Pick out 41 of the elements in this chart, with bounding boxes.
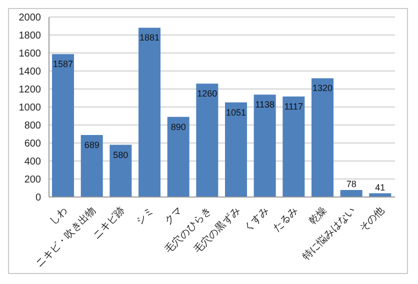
y-tick-label: 2000: [18, 12, 42, 24]
bar: [340, 190, 362, 197]
data-label: 890: [170, 122, 186, 132]
bar: [80, 134, 103, 197]
x-tick-label: 乾燥: [306, 204, 330, 228]
x-tick-label: しわ: [48, 205, 70, 228]
data-label: 1260: [197, 88, 218, 99]
y-tick-label: 1000: [18, 102, 42, 114]
bar: [167, 116, 190, 197]
data-label: 1051: [226, 107, 246, 118]
y-tick-label: 1400: [18, 66, 42, 78]
y-tick-label: 600: [24, 138, 42, 150]
data-label: 1320: [312, 83, 333, 94]
y-tick-label: 1600: [18, 48, 42, 60]
bar: [110, 144, 132, 197]
data-label: 1138: [255, 100, 275, 110]
bar: [196, 84, 218, 197]
data-label: 78: [346, 178, 356, 189]
x-tick-label: くすみ: [242, 205, 272, 234]
bar: [52, 54, 74, 197]
y-tick-label: 0: [35, 192, 42, 204]
data-label: 1587: [52, 59, 74, 70]
bar: [312, 78, 334, 197]
data-label: 689: [84, 140, 100, 150]
y-tick-label: 400: [24, 156, 42, 168]
bar: [225, 102, 247, 197]
data-label: 580: [113, 150, 128, 160]
bar: [282, 96, 305, 197]
y-tick-label: 800: [24, 120, 42, 132]
y-tick-label: 200: [24, 174, 42, 186]
y-tick-label: 1200: [18, 84, 42, 96]
x-tick-label: その他: [357, 204, 387, 234]
x-tick-label: たるみ: [271, 205, 300, 234]
data-label: 41: [375, 182, 386, 192]
bar: [254, 94, 276, 197]
x-tick-label: クマ: [162, 205, 185, 228]
data-label: 1117: [284, 101, 304, 112]
y-tick-label: 1800: [18, 30, 42, 42]
x-tick-label: シミ: [134, 205, 156, 228]
data-label: 1881: [139, 32, 160, 43]
bar: [138, 28, 160, 197]
